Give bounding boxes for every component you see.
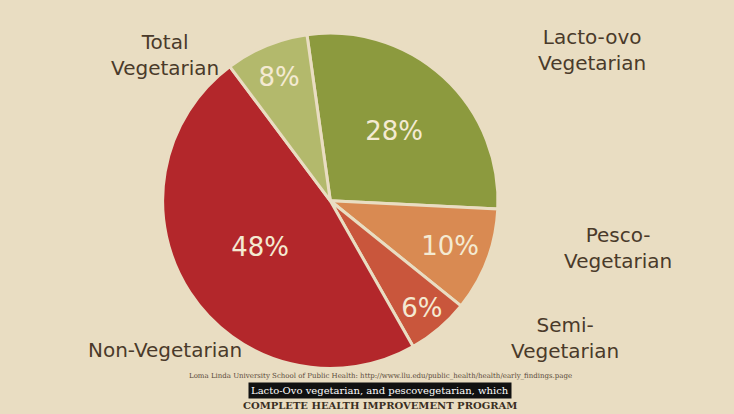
svg-text:Pesco-Vegetarian: Pesco-Vegetarian (564, 223, 672, 273)
svg-text:TotalVegetarian: TotalVegetarian (111, 30, 219, 80)
svg-text:8%: 8% (259, 62, 300, 92)
svg-text:6%: 6% (401, 293, 442, 323)
svg-text:10%: 10% (421, 231, 479, 261)
svg-text:28%: 28% (365, 116, 423, 146)
svg-text:48%: 48% (231, 232, 289, 262)
svg-text:Semi-Vegetarian: Semi-Vegetarian (511, 313, 619, 363)
svg-text:Non-Vegetarian: Non-Vegetarian (88, 338, 242, 362)
svg-text:Loma Linda University School o: Loma Linda University School of Public H… (189, 372, 572, 380)
svg-text:Lacto-Ovo vegetarian, and pesc: Lacto-Ovo vegetarian, and pescovegetaria… (251, 385, 509, 396)
svg-text:Lacto-ovoVegetarian: Lacto-ovoVegetarian (538, 25, 646, 75)
svg-text:COMPLETE HEALTH IMPROVEMENT PR: COMPLETE HEALTH IMPROVEMENT PROGRAM (243, 400, 517, 411)
